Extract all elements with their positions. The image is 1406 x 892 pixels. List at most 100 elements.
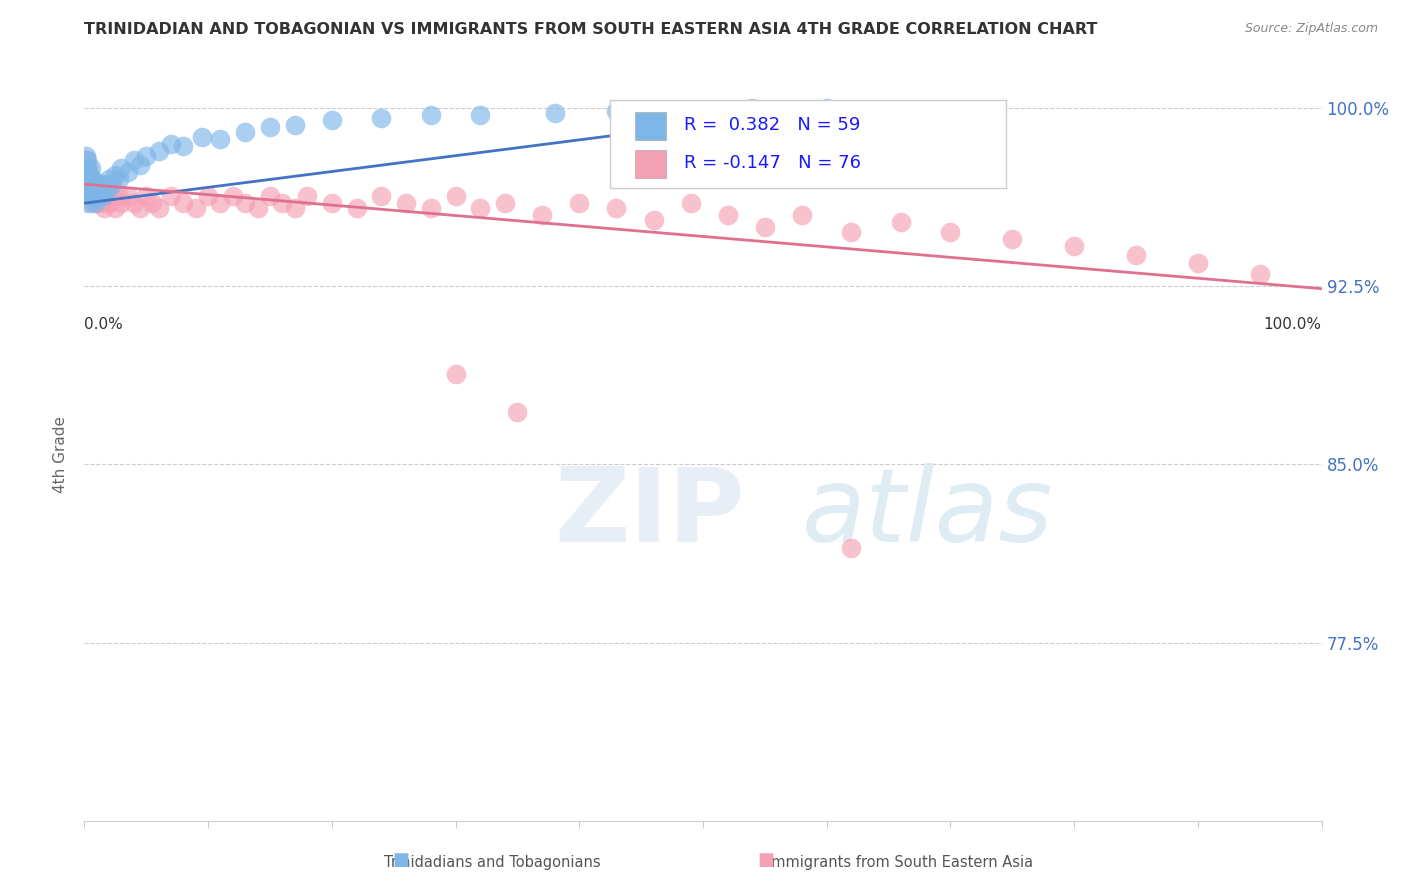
Point [75, 149, 97, 163]
Point [98, 196, 121, 211]
Point [80, 196, 103, 211]
Point [543, 106, 565, 120]
Point [82, 184, 104, 198]
Point [370, 189, 392, 203]
Point [75, 168, 97, 182]
Point [395, 196, 418, 211]
Point [96, 184, 118, 198]
Point [110, 196, 132, 211]
Point [108, 189, 131, 203]
Point [83, 191, 105, 205]
Point [148, 201, 170, 215]
Point [184, 201, 207, 215]
FancyBboxPatch shape [610, 100, 1007, 188]
Point [679, 196, 702, 211]
Text: TRINIDADIAN AND TOBAGONIAN VS IMMIGRANTS FROM SOUTH EASTERN ASIA 4TH GRADE CORRE: TRINIDADIAN AND TOBAGONIAN VS IMMIGRANTS… [84, 22, 1098, 37]
Point [419, 201, 441, 215]
Point [605, 103, 627, 118]
Point [82, 172, 104, 186]
Point [90, 184, 112, 198]
Point [643, 212, 665, 227]
Point [80, 189, 103, 203]
Text: ■: ■ [758, 851, 775, 869]
Point [89, 189, 111, 203]
Point [222, 189, 245, 203]
Point [494, 196, 516, 211]
Point [122, 153, 145, 168]
Point [79, 189, 101, 203]
Point [284, 201, 307, 215]
Point [790, 208, 813, 222]
Point [79, 177, 101, 191]
Point [666, 103, 689, 118]
Point [79, 161, 101, 175]
Point [76, 161, 98, 175]
Point [815, 101, 838, 115]
Point [717, 208, 740, 222]
Point [93, 177, 115, 191]
Point [470, 108, 492, 122]
Point [209, 196, 232, 211]
Text: Immigrants from South Eastern Asia: Immigrants from South Eastern Asia [766, 855, 1033, 870]
Point [86, 177, 108, 191]
Point [271, 196, 294, 211]
Point [233, 196, 256, 211]
Point [76, 153, 98, 168]
Point [939, 225, 962, 239]
Point [79, 186, 101, 201]
Point [98, 172, 121, 186]
Point [87, 184, 110, 198]
Bar [636, 112, 666, 140]
Text: Source: ZipAtlas.com: Source: ZipAtlas.com [1244, 22, 1378, 36]
Point [531, 208, 554, 222]
Point [1001, 232, 1024, 246]
Point [91, 189, 114, 203]
Text: 0.0%: 0.0% [84, 318, 124, 333]
Point [75, 172, 97, 186]
Point [444, 367, 467, 381]
Point [1125, 248, 1147, 262]
Text: 100.0%: 100.0% [1264, 318, 1322, 333]
Point [90, 196, 112, 211]
Point [754, 219, 776, 234]
Point [117, 165, 139, 179]
Point [80, 177, 103, 191]
Point [100, 177, 122, 191]
Point [79, 172, 101, 186]
Point [419, 108, 441, 122]
Text: R =  0.382   N = 59: R = 0.382 N = 59 [685, 116, 860, 134]
Point [129, 201, 152, 215]
Point [79, 177, 101, 191]
Point [104, 168, 127, 182]
Point [75, 161, 97, 175]
Point [110, 161, 132, 175]
Point [77, 182, 100, 196]
Point [93, 201, 115, 215]
Point [197, 189, 219, 203]
Point [209, 132, 232, 146]
Point [104, 201, 127, 215]
Point [86, 189, 108, 203]
Point [79, 172, 101, 186]
Y-axis label: 4th Grade: 4th Grade [53, 417, 69, 493]
Point [321, 196, 343, 211]
Point [135, 149, 157, 163]
Point [506, 405, 529, 419]
Text: R = -0.147   N = 76: R = -0.147 N = 76 [685, 153, 862, 171]
Point [117, 189, 139, 203]
Point [79, 168, 101, 182]
Point [605, 201, 627, 215]
Point [246, 201, 269, 215]
Text: ZIP: ZIP [554, 463, 745, 564]
Point [91, 189, 114, 203]
Point [1187, 255, 1209, 269]
Point [77, 168, 100, 182]
Point [77, 184, 100, 198]
Point [80, 182, 103, 196]
Point [79, 189, 101, 203]
Point [1249, 268, 1271, 282]
Point [890, 215, 912, 229]
Text: Trinidadians and Tobagonians: Trinidadians and Tobagonians [384, 855, 600, 870]
Point [841, 541, 863, 555]
Point [87, 196, 110, 211]
